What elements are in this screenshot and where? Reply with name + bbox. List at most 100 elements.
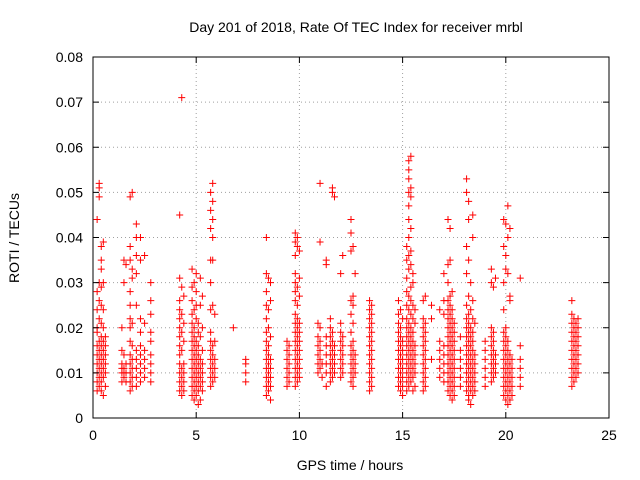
data-point xyxy=(516,364,524,372)
data-point xyxy=(330,193,338,201)
data-point xyxy=(502,324,510,332)
data-point xyxy=(397,342,405,350)
data-point xyxy=(421,346,429,354)
data-point xyxy=(242,369,250,377)
data-point xyxy=(405,166,413,174)
data-point xyxy=(409,328,417,336)
data-point xyxy=(574,315,582,323)
data-point xyxy=(295,274,303,282)
data-point xyxy=(178,382,186,390)
data-point xyxy=(147,337,155,345)
data-point xyxy=(209,378,217,386)
data-point xyxy=(293,360,301,368)
data-point xyxy=(283,337,291,345)
data-point xyxy=(285,369,293,377)
data-point xyxy=(176,333,184,341)
data-point xyxy=(399,382,407,390)
data-point xyxy=(421,355,429,363)
data-point xyxy=(178,373,186,381)
data-point xyxy=(456,373,464,381)
y-tick-label: 0.03 xyxy=(56,275,83,291)
data-point xyxy=(504,400,512,408)
data-point xyxy=(502,333,510,341)
data-point xyxy=(198,324,206,332)
data-point xyxy=(337,364,345,372)
data-point xyxy=(207,306,215,314)
data-point xyxy=(264,378,272,386)
data-point xyxy=(572,355,580,363)
data-point xyxy=(209,256,217,264)
data-point xyxy=(118,324,126,332)
data-point xyxy=(351,369,359,377)
data-point xyxy=(295,346,303,354)
data-point xyxy=(339,369,347,377)
data-point xyxy=(120,351,128,359)
data-point xyxy=(198,369,206,377)
data-point xyxy=(471,378,479,386)
data-point xyxy=(176,297,184,305)
data-point xyxy=(136,378,144,386)
data-point xyxy=(469,373,477,381)
data-point xyxy=(487,324,495,332)
data-point xyxy=(126,360,134,368)
data-point xyxy=(448,315,456,323)
data-point xyxy=(209,301,217,309)
data-point xyxy=(446,224,454,232)
data-point xyxy=(147,297,155,305)
data-point xyxy=(326,378,334,386)
data-point xyxy=(516,382,524,390)
y-tick-label: 0.06 xyxy=(56,139,83,155)
data-point xyxy=(293,369,301,377)
data-point xyxy=(126,256,134,264)
data-point xyxy=(95,193,103,201)
data-point xyxy=(403,387,411,395)
data-point xyxy=(446,301,454,309)
data-point xyxy=(188,328,196,336)
data-point xyxy=(491,274,499,282)
data-point xyxy=(419,351,427,359)
data-point xyxy=(405,292,413,300)
data-point xyxy=(349,373,357,381)
data-point xyxy=(209,197,217,205)
data-point xyxy=(368,301,376,309)
data-point xyxy=(446,256,454,264)
data-point xyxy=(126,387,134,395)
data-point xyxy=(347,215,355,223)
data-point xyxy=(101,351,109,359)
data-point xyxy=(411,319,419,327)
data-point xyxy=(427,355,435,363)
data-point xyxy=(366,315,374,323)
data-point xyxy=(407,283,415,291)
data-point xyxy=(394,297,402,305)
data-point xyxy=(314,342,322,350)
data-point xyxy=(188,265,196,273)
data-point xyxy=(188,297,196,305)
data-point xyxy=(456,333,464,341)
data-point xyxy=(444,297,452,305)
data-point xyxy=(463,175,471,183)
data-point xyxy=(489,283,497,291)
data-point xyxy=(101,369,109,377)
data-point xyxy=(405,157,413,165)
data-point xyxy=(132,382,140,390)
data-point xyxy=(463,315,471,323)
data-point xyxy=(262,337,270,345)
data-point xyxy=(421,364,429,372)
data-point xyxy=(487,279,495,287)
data-point xyxy=(95,382,103,390)
data-point xyxy=(192,270,200,278)
data-point xyxy=(349,364,357,372)
data-point xyxy=(316,346,324,354)
data-point xyxy=(190,396,198,404)
data-point xyxy=(314,333,322,341)
data-point xyxy=(126,193,134,201)
data-point xyxy=(469,234,477,241)
data-point xyxy=(264,351,272,359)
data-point xyxy=(508,373,516,381)
data-point xyxy=(397,324,405,332)
data-point xyxy=(318,373,326,381)
data-point xyxy=(481,364,489,372)
data-point xyxy=(264,306,272,314)
data-point xyxy=(283,355,291,363)
data-point xyxy=(178,283,186,291)
